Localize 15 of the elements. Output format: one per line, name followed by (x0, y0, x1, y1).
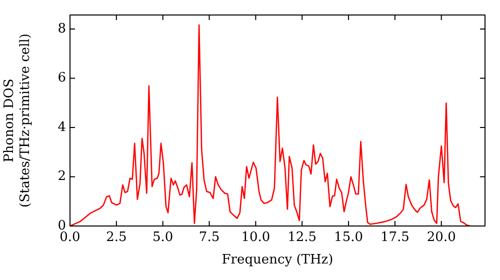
x-axis-title: Frequency (THz) (222, 252, 334, 268)
x-tick-label: 5.0 (152, 230, 174, 246)
y-tick-label: 4 (58, 120, 66, 135)
x-tick-label: 20.0 (426, 230, 456, 246)
x-tick-label: 10.0 (241, 230, 270, 246)
x-tick-label: 0.0 (60, 230, 80, 246)
y-tick-label: 2 (58, 169, 66, 184)
x-tick-label: 7.5 (198, 230, 220, 246)
y-tick-label: 8 (58, 21, 66, 36)
y-tick-label: 6 (58, 70, 66, 86)
y-axis-title: Phonon DOS (States/THz·primitive cell) (2, 33, 33, 208)
x-tick-label: 12.5 (288, 230, 317, 246)
x-tick-label: 15.0 (334, 230, 363, 246)
x-tick-label: 2.5 (106, 230, 127, 246)
x-tick-label: 17.5 (380, 230, 410, 246)
